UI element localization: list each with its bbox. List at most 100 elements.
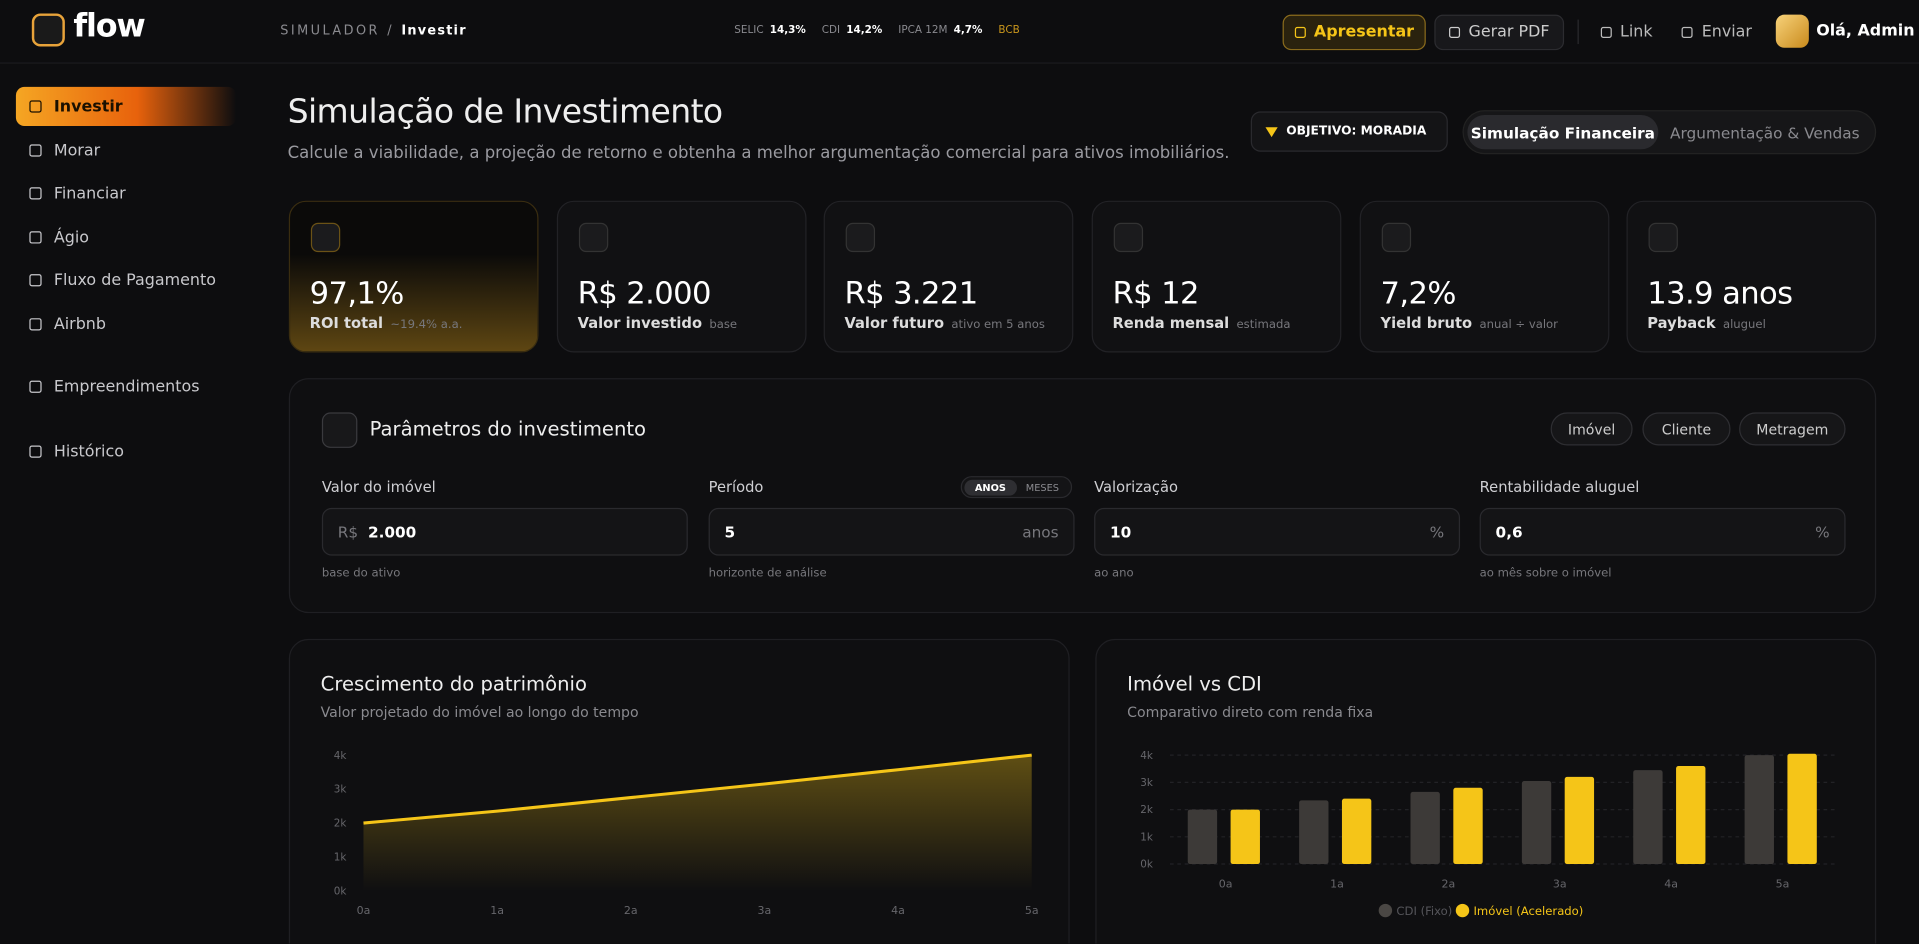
field-input[interactable]: 0,6%	[1479, 507, 1846, 556]
sidebar-item[interactable]: Morar	[16, 131, 236, 170]
button-label: Apresentar	[1313, 23, 1415, 42]
sidebar-item[interactable]: Fluxo de Pagamento	[16, 261, 236, 300]
field-value: 10	[1110, 522, 1132, 541]
chart-title: Crescimento do patrimônio	[320, 671, 587, 696]
logo-text: flow	[73, 8, 145, 46]
field-hint: ao mês sobre o imóvel	[1479, 566, 1612, 581]
header-button[interactable]: Link	[1591, 15, 1662, 50]
kpi-label: Yield bruto	[1380, 314, 1473, 332]
field-hint: base do ativo	[321, 566, 401, 581]
sidebar-item[interactable]: Ágio	[16, 218, 236, 257]
kpi-label-row: ROI total ~19.4% a.a.	[310, 315, 463, 332]
field-input[interactable]: 10%	[1094, 507, 1461, 556]
chart-subtitle: Comparativo direto com renda fixa	[1127, 703, 1374, 721]
kpi-card: R$ 12 Renda mensal estimada	[1091, 200, 1342, 353]
tabs: Simulação Financeira Argumentação & Venda…	[1462, 110, 1877, 155]
toggle-option[interactable]: ANOS	[964, 479, 1017, 496]
field-value: 0,6	[1495, 522, 1523, 541]
indicator-value: 14,2%	[846, 24, 883, 37]
sidebar-icon	[29, 231, 42, 244]
kpi-card: R$ 2.000 Valor investido base	[556, 200, 807, 353]
field-suffix: %	[1429, 522, 1445, 541]
sidebar-label: Ágio	[53, 228, 89, 247]
button-icon	[1294, 26, 1306, 38]
field-input[interactable]: R$ 2.000	[321, 507, 688, 556]
kpi-card: 97,1% ROI total ~19.4% a.a.	[288, 200, 539, 353]
indicator-value: 14,3%	[769, 24, 806, 37]
field-input[interactable]: 5 anos	[708, 507, 1075, 556]
kpi-note: anual ÷ valor	[1479, 318, 1558, 332]
indicator-label: SELIC	[734, 24, 764, 37]
header-button[interactable]: Apresentar	[1282, 14, 1426, 51]
breadcrumb-item[interactable]: SIMULADOR	[280, 23, 380, 38]
tag[interactable]: Metragem	[1739, 412, 1846, 446]
user-name[interactable]: Olá, Admin	[1816, 22, 1915, 41]
kpi-label: Valor investido	[577, 314, 703, 332]
sidebar-label: Fluxo de Pagamento	[53, 271, 216, 290]
toggle-option[interactable]: MESES	[1025, 481, 1060, 493]
kpi-label-row: Payback aluguel	[1647, 315, 1766, 332]
kpi-label: Payback	[1647, 314, 1716, 332]
tab[interactable]: Argumentação & Vendas	[1670, 122, 1860, 142]
kpi-note: ~19.4% a.a.	[390, 318, 463, 332]
header-button[interactable]: Gerar PDF	[1434, 14, 1565, 51]
kpi-card: R$ 3.221 Valor futuro ativo em 5 anos	[823, 200, 1074, 353]
kpi-label: Renda mensal	[1112, 314, 1230, 332]
indicator-label: IPCA 12M	[898, 24, 948, 37]
page-title: Simulação de Investimento	[287, 93, 724, 131]
button-label: Link	[1619, 23, 1653, 42]
kpi-label-row: Valor futuro ativo em 5 anos	[844, 315, 1045, 332]
kpi-card: 7,2% Yield bruto anual ÷ valor	[1359, 200, 1610, 353]
kpi-icon	[845, 222, 876, 253]
kpi-label: ROI total	[309, 314, 384, 332]
sidebar-label: Morar	[53, 141, 101, 160]
header-button[interactable]: Enviar	[1674, 15, 1760, 50]
tag[interactable]: Imóvel	[1550, 412, 1633, 446]
kpi-value: 7,2%	[1380, 275, 1457, 311]
logo-icon	[31, 13, 65, 47]
sidebar-item[interactable]: Empreendimentos	[16, 367, 236, 406]
sidebar-label: Investir	[53, 97, 123, 116]
params-title: Parâmetros do investimento	[369, 417, 647, 441]
kpi-note: aluguel	[1722, 318, 1766, 332]
kpi-label-row: Yield bruto anual ÷ valor	[1381, 315, 1558, 332]
chart-title: Imóvel vs CDI	[1127, 671, 1262, 696]
indicator: IPCA 12M 4,7%	[898, 24, 982, 36]
filter[interactable]: OBJETIVO: MORADIA	[1250, 111, 1448, 152]
sidebar-item[interactable]: Airbnb	[16, 305, 236, 344]
button-label: Enviar	[1701, 23, 1752, 42]
sidebar-item[interactable]: Histórico	[16, 432, 236, 471]
kpi-card: 13.9 anos Payback aluguel	[1626, 200, 1877, 353]
tab[interactable]: Simulação Financeira	[1467, 115, 1659, 150]
field-label: Valorização	[1094, 478, 1178, 496]
sidebar-item[interactable]: Investir	[15, 86, 237, 127]
field-suffix: %	[1815, 522, 1830, 541]
kpi-icon	[578, 222, 609, 253]
sidebar-icon	[29, 274, 42, 287]
button-icon	[1682, 26, 1694, 38]
kpi-icon	[1113, 222, 1144, 253]
tag[interactable]: Cliente	[1642, 412, 1731, 446]
chart-subtitle: Valor projetado do imóvel ao longo do te…	[320, 703, 639, 721]
indicator-value: 4,7%	[953, 24, 983, 37]
button-label: Gerar PDF	[1468, 23, 1550, 42]
indicator: SELIC 14,3%	[734, 24, 806, 36]
kpi-label-row: Valor investido base	[578, 315, 737, 332]
kpi-value: R$ 2.000	[577, 275, 712, 311]
divider	[1577, 19, 1579, 45]
kpi-label-row: Renda mensal estimada	[1112, 315, 1290, 332]
indicator: CDI 14,2%	[822, 24, 883, 36]
sidebar-icon	[29, 144, 42, 157]
field-hint: ao ano	[1094, 566, 1134, 581]
avatar	[1775, 14, 1809, 48]
sidebar-label: Airbnb	[53, 315, 106, 334]
sidebar-icon	[29, 445, 42, 458]
sidebar-item[interactable]: Financiar	[16, 174, 236, 213]
kpi-icon	[1648, 222, 1678, 253]
sidebar-icon	[29, 380, 42, 393]
sidebar-label: Histórico	[53, 442, 124, 461]
indicator-label: CDI	[821, 24, 841, 37]
button-icon	[1600, 26, 1612, 38]
field-suffix: anos	[1022, 522, 1059, 541]
